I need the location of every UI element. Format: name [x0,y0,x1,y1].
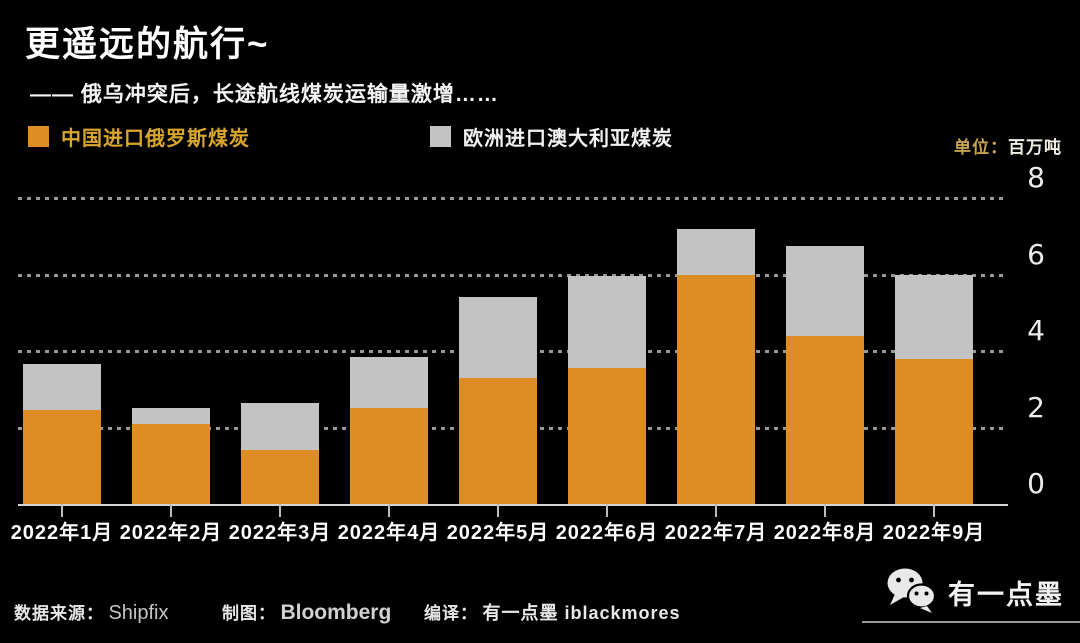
translation-credit-label: 编译： [424,604,478,623]
y-axis-label-4: 4 [1027,314,1045,347]
bar-segment-europe-australia-coal [132,408,210,424]
chart-title: 更遥远的航行~ [25,25,270,64]
brand-block: 有一点墨 [884,566,1080,618]
legend-swatch-orange [28,126,49,147]
bar-segment-europe-australia-coal [459,297,537,378]
x-axis-label-2022年3月: 2022年3月 [228,522,332,544]
legend-swatch-gray [430,126,451,147]
chart-credit-value: Bloomberg [280,601,392,624]
x-axis-tick [170,504,172,517]
data-source-label: 数据来源： [14,604,104,623]
bar-segment-china-russia-coal [895,358,973,504]
x-axis-tick [824,504,826,517]
bar-group-2022年7月 [677,228,755,504]
y-axis-label-6: 6 [1027,237,1045,271]
bar-segment-europe-australia-coal [350,356,428,409]
x-axis-label-2022年9月: 2022年9月 [882,522,986,544]
bar-segment-europe-australia-coal [677,228,755,275]
x-axis-label-2022年6月: 2022年6月 [555,522,659,544]
bar-segment-china-russia-coal [568,368,646,504]
stacked-bar-chart: 0 2 4 6 8 2022年1月 2022年2月 2022年3月 2022年4月 2022年5月… [11,161,1045,544]
gridline-y8 [18,197,1008,200]
unit-label-prefix: 单位： [954,138,1008,157]
x-axis-baseline [18,504,1008,506]
x-axis-tick [933,504,935,517]
y-axis-label-2: 2 [1027,390,1045,424]
data-source-value: Shipfix [108,602,169,624]
legend: 中国进口俄罗斯煤炭 欧洲进口澳大利亚煤炭 [0,122,1080,151]
x-axis-tick [388,504,390,517]
bar-segment-china-russia-coal [23,410,101,504]
bar-segment-china-russia-coal [459,377,537,504]
bar-segment-europe-australia-coal [568,276,646,369]
bar-segment-china-russia-coal [350,408,428,504]
bar-group-2022年5月 [459,297,537,504]
legend-item-europe-australia-coal: 欧洲进口澳大利亚煤炭 [430,122,673,151]
legend-label-china-russia-coal: 中国进口俄罗斯煤炭 [61,128,250,150]
y-axis-label-0: 0 [1027,467,1045,500]
unit-label-value: 百万吨 [1008,138,1062,157]
bar-segment-china-russia-coal [241,450,319,504]
bar-segment-china-russia-coal [786,335,864,504]
bar-group-2022年2月 [132,408,210,504]
translation-credit-value: 有一点墨 iblackmores [482,603,681,623]
bar-group-2022年1月 [23,364,101,504]
legend-item-china-russia-coal: 中国进口俄罗斯煤炭 [28,122,250,151]
wechat-icon [884,566,938,619]
y-axis-label-8: 8 [1027,161,1045,194]
bar-group-2022年3月 [241,402,319,504]
data-source: 数据来源： Shipfix [14,599,168,625]
x-axis-tick [61,504,63,517]
unit-label: 单位：百万吨 [954,133,1062,158]
brand-underline [862,621,1080,623]
x-axis-tick [497,504,499,517]
x-axis-label-2022年4月: 2022年4月 [337,522,441,544]
translation-credit: 编译： 有一点墨 iblackmores [424,599,681,625]
bar-group-2022年4月 [350,356,428,504]
x-axis-label-2022年5月: 2022年5月 [446,522,550,544]
bar-segment-europe-australia-coal [23,364,101,411]
bar-group-2022年6月 [568,276,646,504]
gridline-y6 [18,273,1008,277]
x-axis-label-2022年1月: 2022年1月 [10,522,114,544]
bar-group-2022年9月 [895,274,973,504]
bar-segment-europe-australia-coal [895,274,973,359]
x-axis-tick [715,504,717,517]
bar-segment-europe-australia-coal [241,402,319,451]
x-axis-label-2022年7月: 2022年7月 [664,522,768,544]
chart-credit-label: 制图： [222,604,276,623]
chart-subtitle: —— 俄乌冲突后，长途航线煤炭运输量激增…… [30,83,499,106]
bar-segment-china-russia-coal [132,423,210,504]
footer-credits: 数据来源： Shipfix 制图： Bloomberg 编译： 有一点墨 ibl… [0,599,860,627]
legend-label-europe-australia-coal: 欧洲进口澳大利亚煤炭 [463,128,673,150]
x-axis-tick [279,504,281,517]
chart-credit: 制图： Bloomberg [222,599,391,625]
bar-segment-china-russia-coal [677,274,755,504]
x-axis-label-2022年8月: 2022年8月 [773,522,877,544]
bar-segment-europe-australia-coal [786,245,864,336]
bar-group-2022年8月 [786,245,864,504]
x-axis-tick [606,504,608,517]
x-axis-label-2022年2月: 2022年2月 [119,522,223,544]
brand-name: 有一点墨 [948,579,1064,610]
